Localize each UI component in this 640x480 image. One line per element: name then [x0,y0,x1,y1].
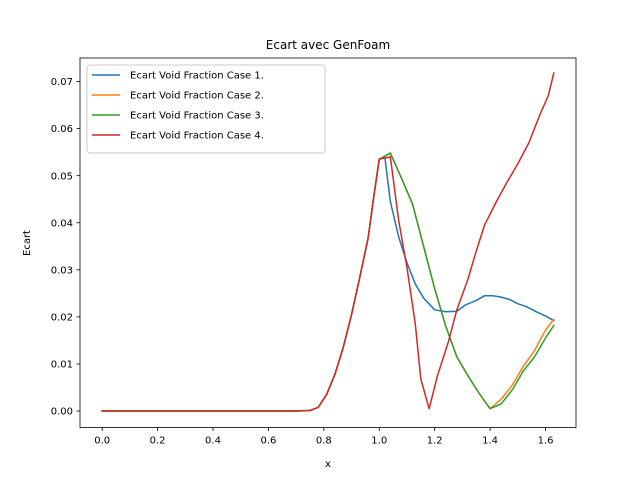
x-tick-label: 1.2 [427,436,443,447]
x-tick-label: 0.8 [316,436,332,447]
legend-box [86,64,326,154]
legend-label-case-1: Ecart Void Fraction Case 1. [130,71,264,82]
legend-label-case-4: Ecart Void Fraction Case 4. [130,131,264,142]
y-tick-label: 0.05 [51,171,73,182]
chart-title: Ecart avec GenFoam [266,38,390,52]
y-tick-label: 0.04 [51,218,73,229]
x-axis-ticks: 0.0 0.2 0.4 0.6 0.8 1.0 1.2 1.4 1.6 [94,427,554,447]
legend: Ecart Void Fraction Case 1. Ecart Void Fr… [86,64,326,154]
x-tick-label: 0.4 [205,436,221,447]
y-tick-label: 0.06 [51,124,73,135]
series-layer [101,72,555,412]
x-axis-label: x [325,459,331,470]
y-axis-label: Ecart [22,230,33,256]
legend-label-case-3: Ecart Void Fraction Case 3. [130,111,264,122]
y-tick-label: 0.00 [51,407,73,418]
x-tick-label: 1.6 [538,436,554,447]
series-line-case-4 [101,72,555,412]
x-tick-label: 1.0 [371,436,387,447]
plot-area-frame [79,57,577,428]
y-tick-label: 0.07 [51,77,73,88]
x-tick-label: 0.2 [150,436,166,447]
y-tick-label: 0.03 [51,265,73,276]
legend-label-case-2: Ecart Void Fraction Case 2. [130,91,264,102]
y-tick-label: 0.02 [51,312,73,323]
y-axis-ticks: 0.00 0.01 0.02 0.03 0.04 0.05 0.06 0.07 [51,77,80,418]
x-tick-label: 0.0 [94,436,110,447]
x-tick-label: 0.6 [260,436,276,447]
x-tick-label: 1.4 [482,436,498,447]
y-tick-label: 0.01 [51,360,73,371]
